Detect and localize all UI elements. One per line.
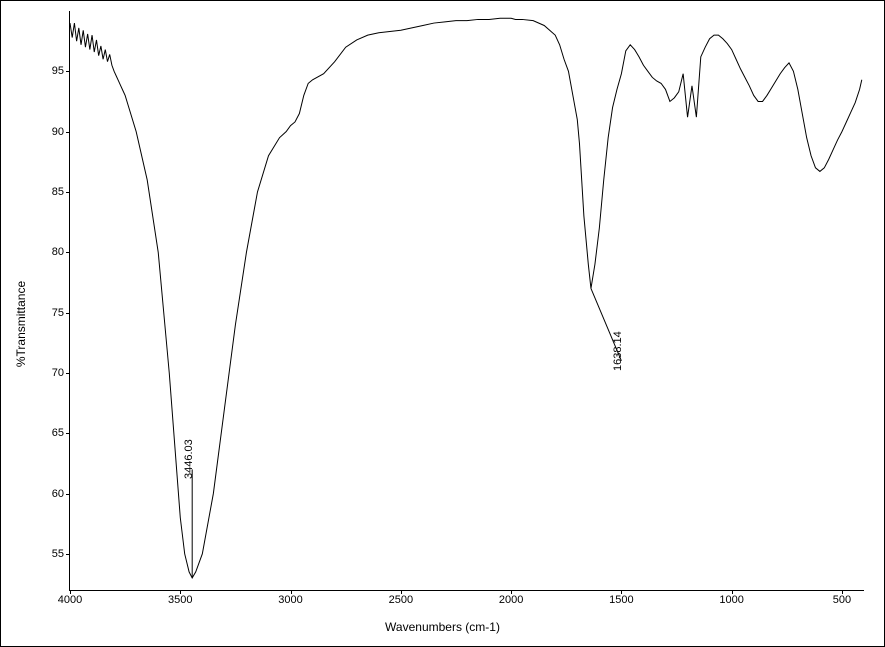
- y-tick-label: 65: [52, 427, 64, 439]
- y-tick-mark: [66, 494, 70, 495]
- y-tick-label: 70: [52, 367, 64, 379]
- x-tick-label: 1500: [609, 594, 633, 606]
- y-tick-label: 60: [52, 488, 64, 500]
- y-tick-label: 90: [52, 126, 64, 138]
- y-tick-mark: [66, 313, 70, 314]
- x-tick-label: 3500: [168, 594, 192, 606]
- y-tick-mark: [66, 373, 70, 374]
- x-tick-label: 2500: [389, 594, 413, 606]
- y-tick-label: 80: [52, 246, 64, 258]
- spectrum-trace: [70, 18, 862, 578]
- y-tick-mark: [66, 433, 70, 434]
- x-tick-label: 1000: [719, 594, 743, 606]
- spectrum-svg: [70, 11, 864, 590]
- y-tick-mark: [66, 132, 70, 133]
- y-tick-label: 85: [52, 186, 64, 198]
- plot-area: 5560657075808590954000350030002500200015…: [69, 11, 864, 591]
- y-axis-label: %Transmittance: [14, 280, 28, 366]
- y-tick-label: 95: [52, 65, 64, 77]
- x-tick-label: 4000: [58, 594, 82, 606]
- figure-frame: %Transmittance 5560657075808590954000350…: [0, 0, 885, 647]
- x-tick-label: 2000: [499, 594, 523, 606]
- peak-label: 1638.14: [612, 331, 624, 371]
- y-tick-mark: [66, 71, 70, 72]
- x-tick-label: 500: [833, 594, 851, 606]
- y-tick-label: 55: [52, 548, 64, 560]
- y-tick-mark: [66, 192, 70, 193]
- y-tick-mark: [66, 252, 70, 253]
- x-axis-label: Wavenumbers (cm-1): [385, 620, 500, 634]
- y-tick-mark: [66, 554, 70, 555]
- y-tick-label: 75: [52, 307, 64, 319]
- peak-label: 3446.03: [183, 440, 195, 480]
- x-tick-label: 3000: [278, 594, 302, 606]
